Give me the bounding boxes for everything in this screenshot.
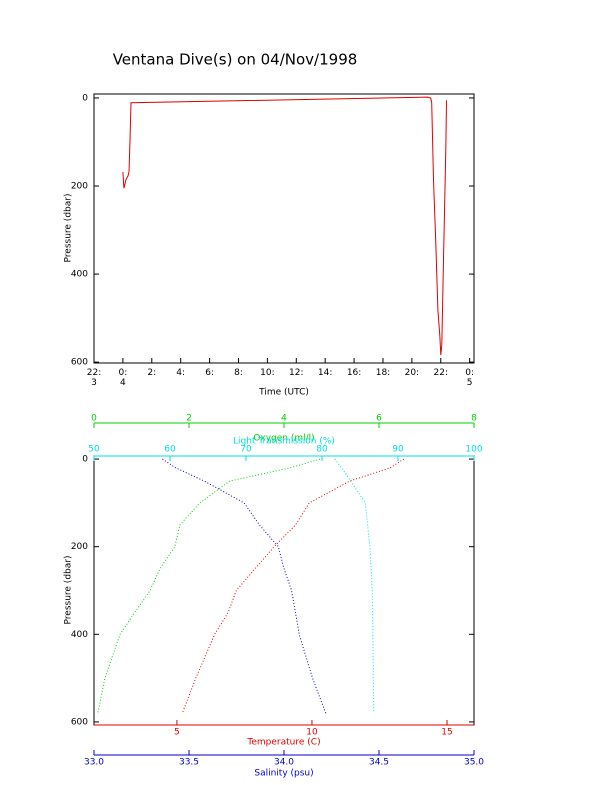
x-axis-label: Salinity (psu) bbox=[254, 769, 313, 779]
x-tick-label: 0 bbox=[91, 414, 97, 424]
profile-line bbox=[334, 458, 375, 714]
x-axis-label: Temperature (C) bbox=[246, 738, 320, 748]
x-tick-label: 8 bbox=[471, 414, 477, 424]
x-tick-label: 33.0 bbox=[84, 758, 104, 768]
y-axis-label: Pressure (dbar) bbox=[64, 556, 74, 625]
x-tick-label: 70 bbox=[240, 445, 252, 455]
x-tick-label: 15 bbox=[441, 728, 452, 738]
plot-frame bbox=[93, 93, 475, 364]
x-tick-label: 6: bbox=[205, 368, 214, 378]
x-tick-label: 10: bbox=[260, 368, 275, 378]
y-tick-label: 200 bbox=[71, 182, 88, 192]
plot-frame bbox=[93, 455, 475, 726]
x-tick-label: 22: bbox=[433, 368, 448, 378]
x-tick-label: 6 bbox=[376, 414, 382, 424]
x-tick-label: 0: 5 bbox=[465, 368, 475, 388]
y-tick-label: 600 bbox=[71, 717, 88, 727]
x-tick-label: 2: bbox=[147, 368, 157, 378]
x-tick-label: 100 bbox=[465, 445, 482, 455]
x-tick-label: 12: bbox=[289, 368, 304, 378]
x-tick-label: 33.5 bbox=[179, 758, 199, 768]
x-tick-label: 16: bbox=[346, 368, 362, 378]
x-tick-label: 0: 4 bbox=[118, 368, 128, 388]
x-tick-label: 90 bbox=[392, 445, 404, 455]
x-axis-label: Time (UTC) bbox=[258, 388, 309, 398]
x-tick-label: 20: bbox=[404, 368, 420, 378]
x-tick-label: 50 bbox=[88, 445, 100, 455]
x-tick-label: 4: bbox=[176, 368, 186, 378]
x-tick-label: 2 bbox=[186, 414, 192, 424]
x-tick-label: 80 bbox=[316, 445, 328, 455]
profile-line bbox=[97, 458, 321, 714]
x-tick-label: 10 bbox=[306, 728, 318, 738]
x-tick-label: 8: bbox=[234, 368, 243, 378]
x-tick-label: 14: bbox=[317, 368, 333, 378]
x-tick-label: 5 bbox=[174, 728, 180, 738]
x-tick-label: 18: bbox=[375, 368, 391, 378]
x-axis-label: Light Transmission (%) bbox=[233, 437, 335, 447]
y-tick-label: 400 bbox=[71, 270, 88, 280]
x-tick-label: 4 bbox=[281, 414, 287, 424]
y-tick-label: 400 bbox=[71, 630, 88, 640]
y-tick-label: 600 bbox=[71, 358, 88, 368]
profile-line bbox=[162, 458, 327, 714]
x-tick-label: 22: 3 bbox=[86, 368, 102, 388]
y-axis-label: Pressure (dbar) bbox=[64, 194, 74, 263]
data-line bbox=[122, 96, 447, 356]
chart-title: Ventana Dive(s) on 04/Nov/1998 bbox=[113, 51, 358, 69]
y-tick-label: 200 bbox=[71, 542, 88, 552]
x-tick-label: 35.0 bbox=[464, 758, 484, 768]
x-tick-label: 34.0 bbox=[274, 758, 294, 768]
profile-line bbox=[181, 458, 405, 714]
x-tick-label: 34.5 bbox=[369, 758, 389, 768]
x-axis-label: Oxygen (ml/l) bbox=[253, 434, 314, 444]
y-tick-label: 0 bbox=[82, 93, 88, 103]
y-tick-label: 0 bbox=[82, 455, 88, 465]
x-tick-label: 60 bbox=[164, 445, 176, 455]
